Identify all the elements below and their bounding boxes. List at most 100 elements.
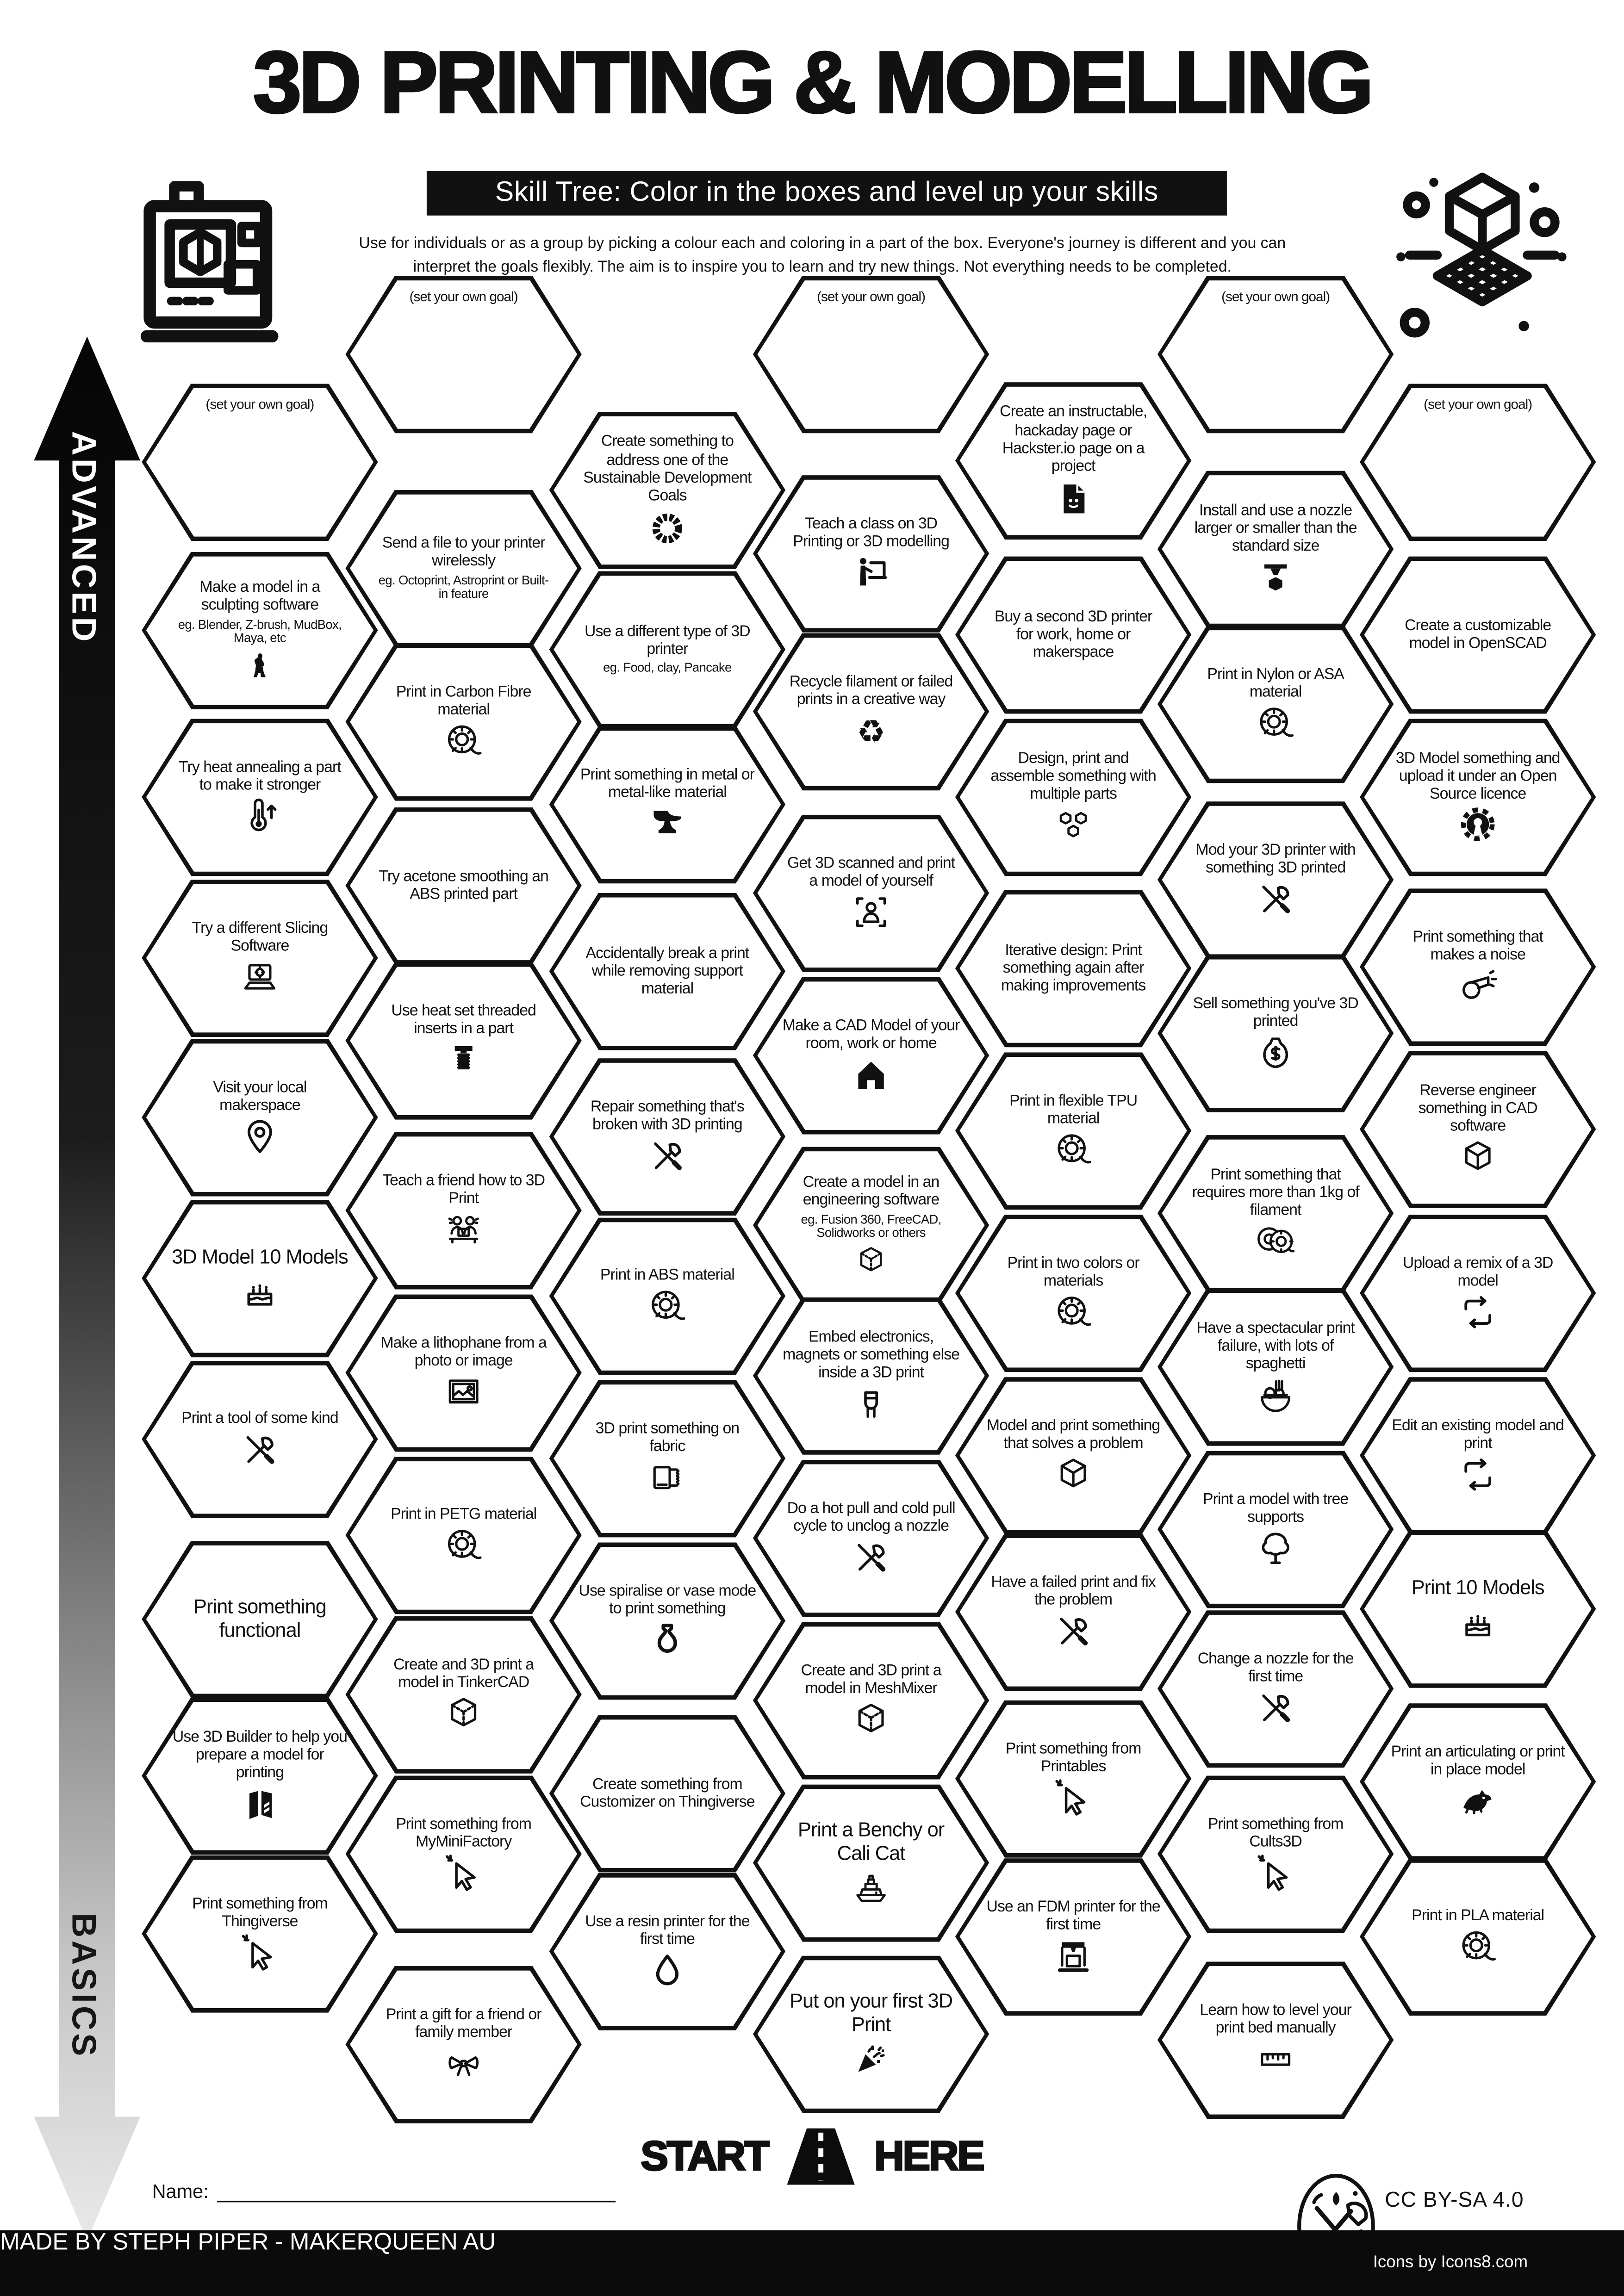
- skill-hex[interactable]: Iterative design: Print something again …: [955, 889, 1192, 1048]
- skill-hex[interactable]: Embed electronics, magnets or something …: [753, 1297, 989, 1455]
- skill-hex[interactable]: Create and 3D print a model in MeshMixer: [753, 1621, 989, 1780]
- money-bag-icon: [1257, 1034, 1295, 1072]
- skill-hex[interactable]: Buy a second 3D printer for work, home o…: [955, 556, 1192, 714]
- skill-hex[interactable]: Try heat annealing a part to make it str…: [142, 718, 378, 876]
- skill-label: Use spiralise or vase mode to print some…: [579, 1582, 757, 1618]
- skill-hex[interactable]: Print a model with tree supports: [1157, 1450, 1394, 1608]
- skill-hex[interactable]: 3D Model something and upload it under a…: [1359, 718, 1596, 876]
- statue-icon: [243, 649, 276, 682]
- skill-hex[interactable]: Use an FDM printer for the first time: [955, 1857, 1192, 2016]
- skill-hex[interactable]: Install and use a nozzle larger or small…: [1157, 470, 1394, 628]
- skill-hex[interactable]: Teach a class on 3D Printing or 3D model…: [753, 474, 989, 633]
- filament-spool-icon: [1257, 705, 1295, 743]
- skill-hex[interactable]: Print a Benchy or Cali Cat: [753, 1784, 989, 1942]
- skill-hex[interactable]: Teach a friend how to 3D Print: [345, 1131, 582, 1290]
- skill-hex[interactable]: Print something from Thingiverse: [142, 1855, 378, 2013]
- skill-hex[interactable]: Print in PLA material: [1359, 1857, 1596, 2016]
- skill-hex[interactable]: (set your own goal): [142, 383, 378, 541]
- skill-hex[interactable]: Print 10 Models: [1359, 1530, 1596, 1688]
- skill-hex[interactable]: Use heat set threaded inserts in a part: [345, 962, 582, 1120]
- skill-hex[interactable]: Edit an existing model and print: [1359, 1376, 1596, 1535]
- tools-icon: [1257, 1689, 1295, 1727]
- skill-hex[interactable]: Print something from Printables: [955, 1700, 1192, 1858]
- skill-hex[interactable]: (set your own goal): [1157, 275, 1394, 434]
- tools-icon: [241, 1431, 279, 1469]
- skill-hex[interactable]: Print in PETG material: [345, 1456, 582, 1614]
- skill-hex[interactable]: Use 3D Builder to help you prepare a mod…: [142, 1696, 378, 1855]
- skill-label: Edit an existing model and print: [1392, 1416, 1564, 1452]
- skill-hex[interactable]: Make a model in a sculpting software eg.…: [142, 551, 378, 709]
- skill-hex[interactable]: Create a model in an engineering softwar…: [753, 1146, 989, 1304]
- skill-hex[interactable]: (set your own goal): [753, 275, 989, 434]
- cube-dashed-icon: [855, 1244, 887, 1277]
- skill-label: Buy a second 3D printer for work, home o…: [994, 607, 1153, 662]
- skill-hex[interactable]: Print something that requires more than …: [1157, 1134, 1394, 1292]
- skill-hex[interactable]: Make a CAD Model of your room, work or h…: [753, 976, 989, 1135]
- name-input-line[interactable]: [217, 2180, 616, 2203]
- skill-hex[interactable]: Accidentally break a print while removin…: [549, 892, 786, 1050]
- skill-hex[interactable]: Mod your 3D printer with something 3D pr…: [1157, 800, 1394, 959]
- skill-hex[interactable]: Send a file to your printer wirelessly e…: [345, 489, 582, 647]
- skill-hex[interactable]: Recycle filament or failed prints in a c…: [753, 632, 989, 791]
- filament-spools-icon: [1257, 1223, 1295, 1261]
- skill-hex[interactable]: Print in Carbon Fibre material: [345, 643, 582, 801]
- start-word: START: [640, 2132, 770, 2180]
- skill-label: Create an instructable, hackaday page or…: [1000, 403, 1147, 476]
- name-row: Name:: [152, 2180, 616, 2203]
- skill-hex[interactable]: Print something functional: [142, 1540, 378, 1699]
- skill-hex[interactable]: Try a different Slicing Software: [142, 879, 378, 1037]
- skill-hex[interactable]: Create an instructable, hackaday page or…: [955, 381, 1192, 540]
- skill-hex[interactable]: Have a spectacular print failure, with l…: [1157, 1288, 1394, 1446]
- skill-label: Print in Nylon or ASA material: [1207, 665, 1344, 701]
- skill-hex[interactable]: Print in Nylon or ASA material: [1157, 625, 1394, 783]
- skill-hex[interactable]: Print something from MyMiniFactory: [345, 1775, 582, 1933]
- skill-hex[interactable]: Print a tool of some kind: [142, 1360, 378, 1518]
- skill-hex[interactable]: (set your own goal): [345, 275, 582, 434]
- skill-hex[interactable]: Reverse engineer something in CAD softwa…: [1359, 1050, 1596, 1209]
- skill-hex[interactable]: Have a failed print and fix the problem: [955, 1533, 1192, 1691]
- skill-hex[interactable]: Print in two colors or materials: [955, 1214, 1192, 1372]
- skill-hex[interactable]: Print a gift for a friend or family memb…: [345, 1965, 582, 2123]
- skill-hex[interactable]: Learn how to level your print bed manual…: [1157, 1961, 1394, 2119]
- skill-hex[interactable]: Create and 3D print a model in TinkerCAD: [345, 1615, 582, 1774]
- here-word: HERE: [873, 2132, 985, 2180]
- skill-label: Sell something you've 3D printed: [1193, 994, 1358, 1030]
- skill-hex[interactable]: Upload a remix of a 3D model: [1359, 1214, 1596, 1372]
- skill-hex[interactable]: Print something from Cults3D: [1157, 1775, 1394, 1933]
- skill-hex[interactable]: Put on your first 3D Print: [753, 1955, 989, 2113]
- cube-icon: [1459, 1139, 1497, 1177]
- open-source-icon: [1459, 807, 1497, 845]
- skill-hex[interactable]: Model and print something that solves a …: [955, 1376, 1192, 1535]
- skill-hex[interactable]: Use a resin printer for the first time: [549, 1872, 786, 2030]
- skill-hex[interactable]: Create something to address one of the S…: [549, 411, 786, 569]
- skill-hex[interactable]: Repair something that's broken with 3D p…: [549, 1057, 786, 1216]
- skill-hex[interactable]: Use a different type of 3D printer eg. F…: [549, 570, 786, 729]
- teacher-board-icon: [852, 554, 890, 592]
- skill-label: Change a nozzle for the first time: [1197, 1650, 1354, 1686]
- skill-hex[interactable]: Change a nozzle for the first time: [1157, 1609, 1394, 1768]
- skill-hex[interactable]: Use spiralise or vase mode to print some…: [549, 1541, 786, 1700]
- skill-label: Mod your 3D printer with something 3D pr…: [1195, 841, 1356, 877]
- skill-hex[interactable]: Make a lithophane from a photo or image: [345, 1294, 582, 1452]
- skill-hex[interactable]: Visit your local makerspace: [142, 1038, 378, 1197]
- skill-hex[interactable]: Do a hot pull and cold pull cycle to unc…: [753, 1459, 989, 1617]
- skill-label: 3D Model something and upload it under a…: [1395, 749, 1561, 803]
- skill-hex[interactable]: Sell something you've 3D printed: [1157, 954, 1394, 1112]
- skill-hex[interactable]: Create something from Customizer on Thin…: [549, 1714, 786, 1873]
- skill-hex[interactable]: 3D print something on fabric: [549, 1379, 786, 1538]
- skill-hex[interactable]: Print something in metal or metal-like m…: [549, 725, 786, 884]
- skill-hex[interactable]: Create a customizable model in OpenSCAD: [1359, 556, 1596, 714]
- skill-hex[interactable]: Design, print and assemble something wit…: [955, 718, 1192, 876]
- skill-hex[interactable]: Try acetone smoothing an ABS printed par…: [345, 807, 582, 965]
- skill-hex[interactable]: (set your own goal): [1359, 383, 1596, 541]
- skill-hex[interactable]: Get 3D scanned and print a model of your…: [753, 814, 989, 972]
- skill-label: Create something from Customizer on Thin…: [580, 1775, 755, 1812]
- skill-hex[interactable]: Print in ABS material: [549, 1217, 786, 1375]
- skill-hex[interactable]: Print something that makes a noise: [1359, 887, 1596, 1046]
- gift-bow-icon: [444, 2045, 483, 2083]
- skill-label: Have a spectacular print failure, with l…: [1196, 1319, 1355, 1373]
- skill-hex[interactable]: Print in flexible TPU material: [955, 1051, 1192, 1210]
- skill-hex[interactable]: 3D Model 10 Models: [142, 1199, 378, 1358]
- skill-label: Get 3D scanned and print a model of your…: [787, 854, 955, 890]
- skill-hex[interactable]: Print an articulating or print in place …: [1359, 1702, 1596, 1861]
